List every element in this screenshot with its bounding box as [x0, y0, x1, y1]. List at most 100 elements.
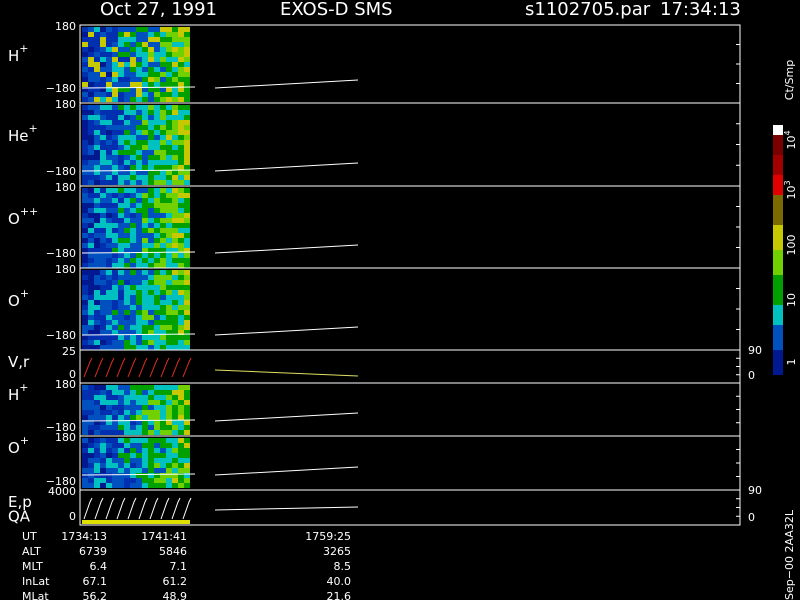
spectrogram-cell	[142, 140, 148, 145]
panel-label-sup: +	[29, 122, 38, 135]
spectrogram-cell	[106, 295, 112, 300]
spectrogram-cell	[136, 473, 142, 478]
spectrogram-cell	[88, 175, 94, 180]
spectrogram-cell	[130, 155, 136, 160]
spectrogram-cell	[136, 37, 142, 42]
spectrogram-cell	[106, 203, 112, 208]
spectrogram-cell	[160, 125, 166, 130]
spectrogram-cell	[166, 295, 172, 300]
spectrogram-cell	[130, 325, 136, 330]
spectrogram-cell	[184, 238, 190, 243]
spectrogram-cell	[136, 188, 142, 193]
spectrogram-cell	[88, 62, 94, 67]
footer-value: 48.9	[163, 590, 188, 600]
spectrogram-cell	[148, 468, 154, 473]
spectrogram-cell	[130, 405, 136, 410]
spectrogram-cell	[112, 305, 118, 310]
spectrogram-cell	[106, 345, 112, 350]
spectrogram-cell	[184, 325, 190, 330]
spectrogram-cell	[142, 415, 148, 420]
spectrogram-cell	[112, 87, 118, 92]
trace	[182, 497, 192, 520]
spectrogram-cell	[154, 180, 160, 185]
spectrogram-cell	[118, 320, 124, 325]
spectrogram-cell	[160, 473, 166, 478]
spectrogram-cell	[148, 463, 154, 468]
spectrogram-cell	[106, 67, 112, 72]
spectrogram-cell	[88, 270, 94, 275]
spectrogram-cell	[160, 415, 166, 420]
spectrogram-cell	[94, 72, 100, 77]
spectrogram-cell	[154, 37, 160, 42]
spectrogram-cell	[88, 345, 94, 350]
spectrogram-cell	[82, 213, 88, 218]
spectrogram-cell	[82, 223, 88, 228]
spectrogram-cell	[184, 390, 190, 395]
spectrogram-cell	[172, 390, 178, 395]
spectrogram-cell	[82, 315, 88, 320]
spectrogram-cell	[160, 160, 166, 165]
spectrogram-cell	[148, 170, 154, 175]
spectrogram-cell	[88, 390, 94, 395]
spectrogram-cell	[136, 170, 142, 175]
spectrogram-cell	[94, 77, 100, 82]
spectrogram-cell	[136, 315, 142, 320]
spectrogram-cell	[106, 145, 112, 150]
spectrogram-cell	[160, 32, 166, 37]
spectrogram-cell	[100, 315, 106, 320]
panel-label-sup: +	[20, 287, 29, 300]
spectrogram-cell	[184, 223, 190, 228]
spectrogram-cell	[172, 400, 178, 405]
spectrogram-cell	[172, 258, 178, 263]
trace	[81, 473, 196, 476]
spectrogram-cell	[142, 275, 148, 280]
spectrogram-cell	[130, 72, 136, 77]
spectrogram-cell	[178, 175, 184, 180]
spectrogram-cell	[88, 295, 94, 300]
spectrogram-cell	[148, 82, 154, 87]
spectrogram-cell	[166, 415, 172, 420]
spectrogram-cell	[100, 410, 106, 415]
spectrogram-cell	[88, 405, 94, 410]
spectrogram-cell	[118, 295, 124, 300]
spectrogram-cell	[106, 463, 112, 468]
spectrogram-cell	[118, 125, 124, 130]
spectrogram-cell	[154, 345, 160, 350]
trace	[81, 86, 196, 89]
spectrogram-cell	[112, 32, 118, 37]
spectrogram-cell	[184, 310, 190, 315]
spectrogram-cell	[112, 310, 118, 315]
spectrogram-cell	[94, 300, 100, 305]
spectrogram-cell	[130, 120, 136, 125]
spectrogram-cell	[100, 160, 106, 165]
spectrogram-cell	[166, 248, 172, 253]
spectrogram-cell	[82, 340, 88, 345]
spectrogram-cell	[136, 32, 142, 37]
spectrogram-cell	[118, 150, 124, 155]
spectrogram-cell	[112, 275, 118, 280]
spectrogram-cell	[94, 27, 100, 32]
spectrogram-cell	[178, 453, 184, 458]
spectrogram-cell	[124, 155, 130, 160]
spectrogram-cell	[88, 82, 94, 87]
spectrogram-cell	[88, 32, 94, 37]
spectrogram-cell	[100, 105, 106, 110]
spectrogram-cell	[154, 405, 160, 410]
spectrogram-cell	[160, 52, 166, 57]
spectrogram-cell	[160, 72, 166, 77]
spectrogram-cell	[112, 130, 118, 135]
spectrogram-cell	[94, 285, 100, 290]
y-tick-label: 25	[62, 345, 76, 358]
spectrogram-cell	[88, 243, 94, 248]
spectrogram-cell	[124, 270, 130, 275]
spectrogram-cell	[94, 145, 100, 150]
spectrogram-cell	[94, 165, 100, 170]
spectrogram-cell	[178, 253, 184, 258]
spectrogram-cell	[88, 77, 94, 82]
spectrogram-cell	[148, 458, 154, 463]
spectrogram-cell	[148, 248, 154, 253]
spectrogram-cell	[106, 140, 112, 145]
spectrogram-cell	[136, 425, 142, 430]
y-tick-label: 0	[69, 510, 76, 523]
trace	[171, 357, 181, 378]
